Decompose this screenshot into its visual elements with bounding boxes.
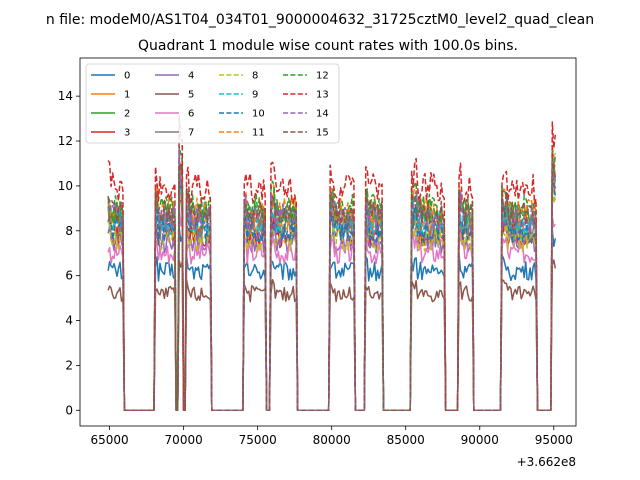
legend-label: 2 — [124, 109, 130, 120]
x-tick-label: 70000 — [165, 433, 203, 447]
legend-label: 8 — [252, 71, 258, 82]
legend-label: 10 — [252, 109, 265, 120]
x-tick-label: 85000 — [387, 433, 425, 447]
y-tick-label: 12 — [58, 134, 73, 148]
figure-suptitle: n file: modeM0/AS1T04_034T01_9000004632_… — [46, 12, 594, 28]
y-tick-label: 0 — [65, 403, 73, 417]
y-tick-label: 8 — [65, 224, 73, 238]
series-layer — [107, 115, 557, 412]
series-line-15 — [107, 157, 557, 412]
y-tick-label: 14 — [58, 89, 73, 103]
x-tick-label: 80000 — [313, 433, 351, 447]
y-tick-label: 10 — [58, 179, 73, 193]
y-tick-label: 6 — [65, 269, 73, 283]
legend-label: 0 — [124, 71, 130, 82]
legend-label: 5 — [188, 90, 194, 101]
x-tick-label: 75000 — [239, 433, 277, 447]
x-tick-label: 95000 — [535, 433, 573, 447]
axis-ticks: 65000 70000 75000 80000 85000 90000 95000 0 2 4 6 8… — [58, 89, 573, 447]
legend-label: 14 — [316, 109, 329, 120]
legend-label: 11 — [252, 128, 265, 139]
plot-frame — [79, 57, 577, 427]
legend-label: 7 — [188, 128, 194, 139]
legend-label: 3 — [124, 128, 130, 139]
legend-label: 13 — [316, 90, 329, 101]
legend-frame — [85, 63, 340, 144]
chart-title: Quadrant 1 module wise count rates with … — [138, 38, 518, 54]
legend-label: 6 — [188, 109, 194, 120]
x-tick-label: 90000 — [461, 433, 499, 447]
x-tick-label: 65000 — [91, 433, 129, 447]
legend-label: 1 — [124, 90, 130, 101]
legend-label: 15 — [316, 128, 329, 139]
legend-label: 9 — [252, 90, 258, 101]
y-tick-label: 2 — [65, 358, 73, 372]
series-line-12 — [107, 145, 557, 412]
legend-label: 12 — [316, 71, 329, 82]
y-tick-label: 4 — [65, 314, 73, 328]
legend-label: 4 — [188, 71, 194, 82]
x-offset-label: +3.662e8 — [517, 455, 576, 469]
